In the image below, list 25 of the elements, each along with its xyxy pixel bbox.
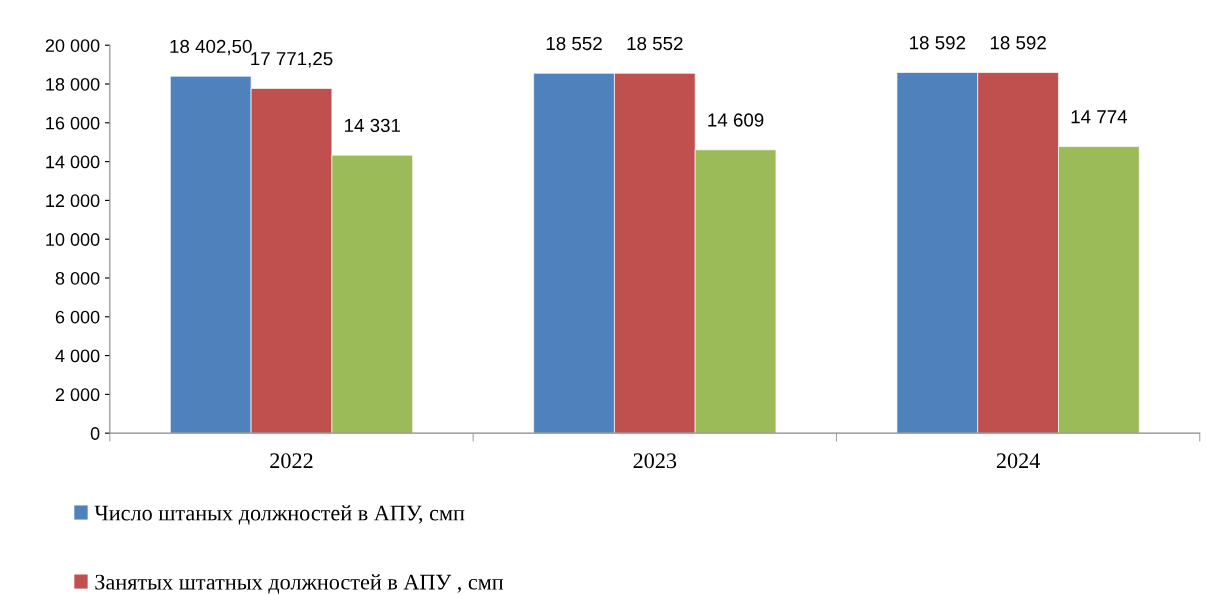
y-tick-label: 18 000 bbox=[46, 77, 100, 91]
x-tick-label: 2024 bbox=[996, 453, 1040, 469]
y-tick-label: 2 000 bbox=[55, 388, 100, 402]
y-tick-label: 10 000 bbox=[46, 233, 100, 246]
data-label: 18 402,50 bbox=[170, 39, 252, 56]
y-tick-label: 20 000 bbox=[45, 39, 100, 52]
y-tick-label: 8 000 bbox=[55, 271, 100, 285]
data-label: 18 552 bbox=[546, 36, 602, 51]
y-tick-label: 16 000 bbox=[46, 116, 100, 130]
data-label: 17 771,25 bbox=[251, 52, 333, 68]
legend-label: Число штаных должностей в АПУ, смп bbox=[94, 505, 465, 525]
y-tick-label: 14 000 bbox=[46, 155, 100, 169]
y-tick-label: 4 000 bbox=[55, 349, 100, 363]
data-label: 14 609 bbox=[708, 113, 764, 127]
data-label: 18 592 bbox=[910, 36, 966, 50]
legend-label: Занятых штатных должностей в АПУ , смп bbox=[95, 574, 504, 594]
x-tick-label: 2023 bbox=[633, 453, 677, 469]
data-label: 14 774 bbox=[1071, 110, 1128, 124]
data-label: 18 552 bbox=[627, 36, 683, 51]
data-label: 18 592 bbox=[990, 36, 1046, 50]
y-tick-label: 12 000 bbox=[46, 194, 100, 208]
x-tick-label: 2022 bbox=[270, 453, 313, 469]
y-tick-label: 0 bbox=[90, 427, 100, 440]
data-label: 14 331 bbox=[345, 118, 401, 133]
y-tick-label: 6 000 bbox=[55, 310, 100, 324]
